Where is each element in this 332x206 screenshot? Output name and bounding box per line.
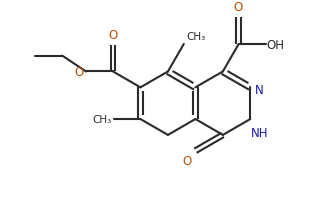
Text: O: O <box>108 29 118 41</box>
Text: CH₃: CH₃ <box>92 115 112 124</box>
Text: N: N <box>255 83 264 96</box>
Text: O: O <box>75 66 84 79</box>
Text: CH₃: CH₃ <box>187 32 206 42</box>
Text: O: O <box>233 1 242 14</box>
Text: NH: NH <box>251 126 269 139</box>
Text: OH: OH <box>267 38 285 51</box>
Text: O: O <box>182 154 192 167</box>
